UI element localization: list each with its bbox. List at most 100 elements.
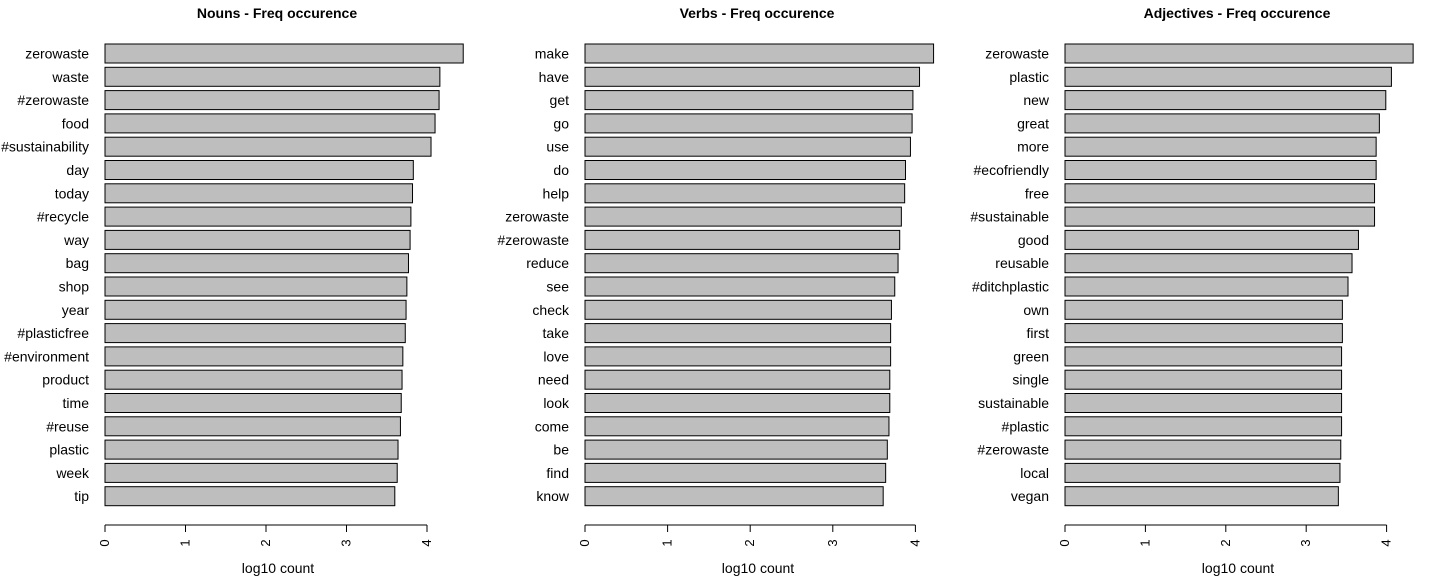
bar [584, 393, 891, 413]
category-label: great [1017, 115, 1049, 131]
category-label: look [543, 395, 570, 411]
x-tick-label: 1 [178, 539, 193, 546]
x-axis-label: log10 count [722, 560, 795, 576]
category-label: #zerowaste [977, 442, 1049, 458]
bar [104, 136, 432, 157]
category-label: reusable [995, 255, 1049, 271]
bar [104, 346, 404, 367]
category-label: need [538, 372, 569, 388]
category-label: shop [59, 279, 90, 295]
category-label: year [62, 302, 90, 318]
bar [1064, 323, 1343, 344]
bar [584, 486, 884, 507]
bar [584, 439, 888, 460]
x-tick-label: 4 [419, 539, 434, 546]
bar [104, 393, 402, 413]
x-tick-label: 4 [1379, 539, 1394, 546]
chart-panel-1: Nouns - Freq occurence zerowaste waste #zer… [1, 5, 464, 576]
bar [584, 183, 906, 204]
bar [584, 323, 892, 344]
category-label: see [546, 279, 569, 295]
category-label: zerowaste [505, 209, 569, 225]
category-label: way [63, 232, 89, 248]
bar [104, 113, 436, 134]
bar [104, 43, 464, 64]
bar [104, 160, 414, 180]
bar [104, 276, 408, 297]
category-label: come [535, 418, 569, 434]
bar [1064, 90, 1387, 111]
x-tick-label: 3 [825, 539, 840, 546]
x-tick-label: 2 [258, 539, 273, 546]
x-tick-label: 3 [1298, 539, 1313, 546]
bar [584, 416, 890, 437]
category-label: plastic [49, 442, 89, 458]
bar [104, 229, 411, 250]
bar [1064, 66, 1392, 87]
bar [584, 276, 896, 297]
bar [1064, 486, 1339, 507]
bar [1064, 43, 1414, 64]
category-label: day [66, 162, 89, 178]
category-label: green [1013, 348, 1049, 364]
x-tick-label: 4 [907, 539, 922, 546]
chart-title: Verbs - Freq occurence [680, 5, 835, 21]
bar [1064, 229, 1359, 250]
bar [584, 229, 901, 250]
bar [584, 369, 891, 390]
category-label: get [550, 92, 570, 108]
x-axis-label: log10 count [1202, 560, 1275, 576]
bar [1064, 160, 1377, 180]
bar [584, 160, 906, 180]
category-label: #zerowaste [17, 92, 89, 108]
category-label: week [55, 465, 90, 481]
bar [1064, 416, 1343, 437]
bar [584, 299, 892, 320]
category-label: waste [51, 69, 89, 85]
category-label: #ditchplastic [972, 279, 1049, 295]
bar [1064, 439, 1342, 460]
bar [104, 66, 441, 87]
category-label: zerowaste [985, 46, 1049, 62]
bar [584, 90, 914, 111]
category-label: vegan [1011, 488, 1049, 504]
bar [104, 253, 409, 274]
x-tick-label: 1 [1137, 539, 1152, 546]
category-label: make [535, 46, 569, 62]
bar [1064, 113, 1380, 134]
bar [584, 462, 887, 483]
x-tick-label: 0 [1057, 539, 1072, 546]
bar [584, 253, 899, 274]
category-label: sustainable [978, 395, 1049, 411]
bar [104, 299, 407, 320]
chart-panel-3: Adjectives - Freq occurence zerowaste plas… [970, 5, 1414, 576]
bar [1064, 183, 1376, 204]
bar [1064, 253, 1353, 274]
bar [584, 136, 911, 157]
category-label: #zerowaste [497, 232, 569, 248]
category-label: #reuse [46, 418, 89, 434]
category-label: #sustainability [1, 139, 89, 155]
bar [1064, 346, 1343, 367]
x-tick-label: 2 [742, 539, 757, 546]
category-label: plastic [1009, 69, 1049, 85]
bar [1064, 299, 1343, 320]
bar [104, 323, 406, 344]
category-label: today [55, 185, 89, 201]
x-tick-label: 0 [97, 539, 112, 546]
bar [1064, 393, 1343, 413]
bar [584, 113, 913, 134]
category-label: new [1023, 92, 1050, 108]
category-label: go [553, 115, 569, 131]
category-label: first [1026, 325, 1049, 341]
chart-title: Adjectives - Freq occurence [1144, 5, 1331, 21]
chart-panel-2: Verbs - Freq occurence make have get go use do… [497, 5, 935, 576]
bar [104, 439, 399, 460]
x-tick-label: 1 [660, 539, 675, 546]
category-label: be [553, 442, 569, 458]
bar [1064, 462, 1341, 483]
bar [104, 462, 398, 483]
bar [104, 90, 440, 111]
x-tick-label: 0 [577, 539, 592, 546]
category-label: #sustainable [970, 209, 1049, 225]
